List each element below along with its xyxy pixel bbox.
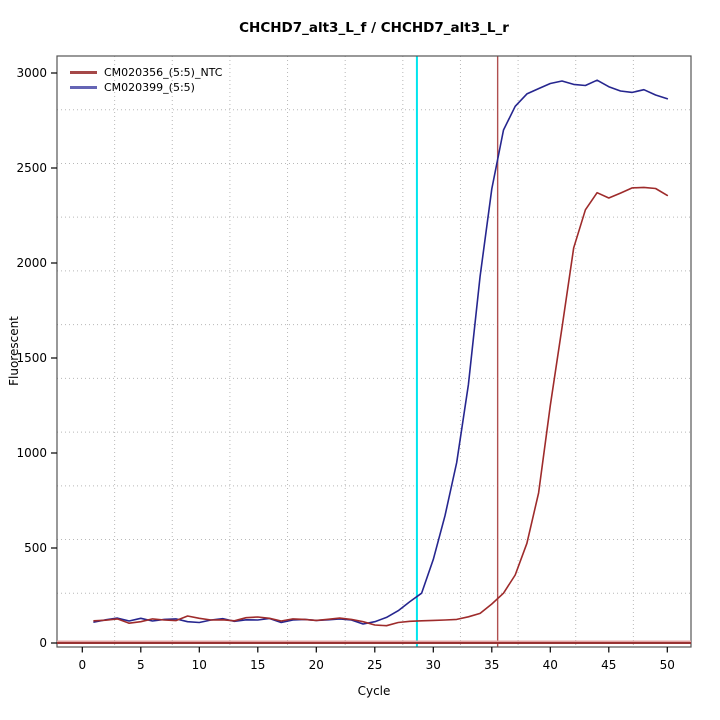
y-axis-title: Fluorescent: [7, 316, 21, 386]
y-tick-label: 500: [24, 541, 47, 555]
x-tick-label: 40: [543, 658, 558, 672]
y-tick-label: 1500: [16, 351, 47, 365]
series-line-CM020356_(5:5): [93, 186, 669, 627]
legend-label: CM020356_(5:5)_NTC: [104, 66, 223, 79]
x-tick-label: 30: [426, 658, 441, 672]
y-tick-label: 3000: [16, 66, 47, 80]
series-line-CM020399_(5:5): [93, 79, 669, 625]
legend-item: CM020399_(5:5): [70, 80, 222, 95]
x-tick-label: 15: [250, 658, 265, 672]
y-tick-label: 2000: [16, 256, 47, 270]
legend-swatch-blue: [70, 86, 97, 89]
x-tick-label: 45: [601, 658, 616, 672]
y-tick-label: 0: [39, 636, 47, 650]
x-tick-label: 10: [192, 658, 207, 672]
y-tick-label: 1000: [16, 446, 47, 460]
x-tick-label: 25: [367, 658, 382, 672]
x-axis-title: Cycle: [357, 684, 391, 698]
chart-title: CHCHD7_alt3_L_f / CHCHD7_alt3_L_r: [239, 20, 509, 36]
legend-item: CM020356_(5:5)_NTC: [70, 65, 222, 80]
legend: CM020356_(5:5)_NTC CM020399_(5:5): [70, 65, 222, 95]
plot-border: [56, 55, 692, 648]
legend-swatch-red: [70, 71, 97, 74]
x-tick-label: 5: [137, 658, 145, 672]
x-tick-label: 50: [660, 658, 675, 672]
y-tick-label: 2500: [16, 161, 47, 175]
x-tick-label: 20: [309, 658, 324, 672]
legend-label: CM020399_(5:5): [104, 81, 195, 94]
x-tick-label: 35: [484, 658, 499, 672]
x-tick-label: 0: [78, 658, 86, 672]
